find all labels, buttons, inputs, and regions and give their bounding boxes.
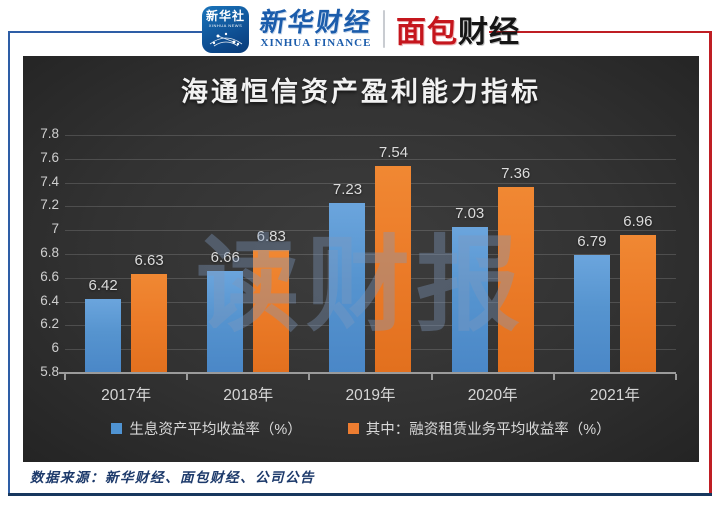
x-axis-tick — [675, 374, 677, 380]
bread-finance-logo-red: 面包 — [396, 16, 459, 49]
gridline — [65, 277, 676, 279]
frame-right-line — [709, 31, 712, 495]
xinhua-finance-logo-en: XINHUA FINANCE — [260, 37, 372, 49]
gridline — [65, 135, 676, 136]
gridline — [65, 206, 676, 208]
bar-group: 7.23 7.54 2019年 — [309, 135, 431, 404]
y-axis-tick-label: 7.4 — [40, 173, 59, 189]
bar-series-0 — [573, 255, 610, 373]
legend-marker-icon — [347, 423, 359, 434]
bar-wrap: 7.36 — [497, 135, 534, 373]
bar-wrap: 6.42 — [85, 135, 122, 373]
bar-value-label: 7.54 — [378, 143, 409, 161]
legend-item: 其中：融资租赁业务平均收益率（%） — [347, 418, 611, 439]
bar-group: 7.03 7.36 2020年 — [432, 135, 554, 404]
y-axis-tick-label: 7.6 — [40, 149, 59, 165]
chart-title: 海通恒信资产盈利能力指标 — [181, 77, 541, 107]
bar-group: 6.79 6.96 2021年 — [554, 135, 676, 404]
y-axis-tick-label: 7.2 — [40, 197, 59, 213]
bar-series-1 — [375, 165, 412, 373]
gridline — [65, 349, 676, 351]
bar-value-label: 6.42 — [88, 277, 118, 295]
y-axis-tick-label: 5.8 — [40, 364, 59, 379]
xinhua-finance-logo: 新华财经 XINHUA FINANCE — [257, 7, 375, 49]
gridline — [65, 325, 676, 327]
y-axis-tick-label: 7.8 — [40, 126, 59, 141]
bread-finance-logo-black: 财经 — [458, 16, 521, 49]
bar-wrap: 6.63 — [131, 135, 168, 373]
bar-wrap: 6.79 — [573, 135, 610, 373]
bar-value-label: 7.03 — [455, 204, 485, 222]
gridline — [65, 230, 676, 232]
header-logo-row: 新华社 XINHUA NEWS 新华财经 XINHUA FINANCE 面包财经 — [201, 4, 520, 54]
x-axis-category-label: 2019年 — [345, 387, 396, 404]
bar-series-0 — [207, 270, 244, 373]
globe-network-icon — [209, 32, 242, 46]
xinhua-news-logo-cn: 新华社 — [205, 8, 245, 23]
data-source-note: 数据来源：新华财经、面包财经、公司公告 — [30, 470, 315, 485]
bar-wrap: 6.96 — [619, 135, 656, 373]
legend: 生息资产平均收益率（%） 其中：融资租赁业务平均收益率（%） — [23, 418, 699, 439]
y-axis-tick-label: 7 — [51, 221, 59, 237]
bar-wrap: 7.23 — [329, 135, 366, 373]
bar-series-0 — [329, 202, 366, 373]
bar-series-1 — [497, 187, 534, 373]
bar-series-1 — [131, 274, 168, 373]
y-axis-tick-label: 6.6 — [40, 268, 59, 284]
xinhua-finance-logo-cn: 新华财经 — [257, 7, 375, 37]
legend-label: 生息资产平均收益率（%） — [129, 422, 302, 438]
bar-series-0 — [451, 226, 488, 373]
x-axis-tick — [308, 374, 311, 380]
gridline — [65, 182, 676, 184]
bar-wrap: 7.54 — [375, 135, 412, 373]
bread-finance-logo: 面包财经 — [396, 7, 520, 51]
bar-value-label: 6.83 — [256, 228, 286, 246]
bar-wrap: 7.03 — [451, 135, 488, 373]
legend-marker-icon — [111, 423, 123, 434]
bar-group: 6.66 6.83 2018年 — [187, 135, 309, 404]
x-axis-tick — [430, 374, 433, 380]
bar-value-label: 6.96 — [623, 212, 653, 230]
legend-label: 其中：融资租赁业务平均收益率（%） — [365, 422, 611, 438]
legend-item: 生息资产平均收益率（%） — [111, 418, 302, 439]
y-axis-tick-label: 6 — [51, 340, 59, 356]
x-axis-category-label: 2017年 — [101, 387, 152, 404]
x-axis-tick — [64, 374, 66, 380]
bar-value-label: 6.79 — [577, 233, 607, 251]
plot-area: 7.8 7.6 7.4 7.2 7 6.8 6.6 6.4 6.2 6 5.8 6.42 6.63 201… — [40, 126, 677, 404]
xinhua-news-logo-en: XINHUA NEWS — [208, 22, 243, 28]
frame-top-right-line — [489, 31, 712, 33]
bar-series-1 — [619, 234, 656, 373]
x-axis-category-label: 2021年 — [589, 387, 640, 404]
bar-value-label: 6.63 — [134, 252, 164, 270]
chart-panel: 海通恒信资产盈利能力指标 7.8 7.6 7.4 7.2 7 6.8 6.6 6.4 6.2 6 5… — [23, 56, 699, 462]
bar-wrap: 6.66 — [207, 135, 244, 373]
gridline — [65, 158, 676, 160]
logo-separator — [383, 10, 386, 48]
x-axis-tick — [186, 374, 189, 380]
frame-top-left-line — [8, 31, 226, 33]
frame-bottom-line — [8, 493, 712, 496]
bar-value-label: 7.36 — [501, 165, 531, 183]
y-axis-tick-label: 6.2 — [40, 316, 59, 332]
xinhua-news-logo: 新华社 XINHUA NEWS — [201, 5, 249, 53]
bar-wrap: 6.83 — [253, 135, 290, 373]
gridline — [65, 301, 676, 303]
bar-series-1 — [253, 250, 290, 373]
x-axis-category-label: 2018年 — [223, 387, 274, 404]
gridline — [65, 254, 676, 255]
x-axis-category-label: 2020年 — [467, 387, 518, 404]
x-axis-line — [59, 372, 676, 374]
x-axis-tick — [552, 374, 555, 380]
y-axis-tick-label: 6.8 — [40, 245, 59, 260]
bar-group: 6.42 6.63 2017年 — [65, 135, 187, 404]
bar-value-label: 7.23 — [332, 180, 363, 198]
bar-series-0 — [85, 299, 122, 373]
frame-left-line — [8, 31, 10, 495]
y-axis-tick-label: 6.4 — [40, 292, 59, 308]
bar-value-label: 6.66 — [210, 248, 240, 266]
